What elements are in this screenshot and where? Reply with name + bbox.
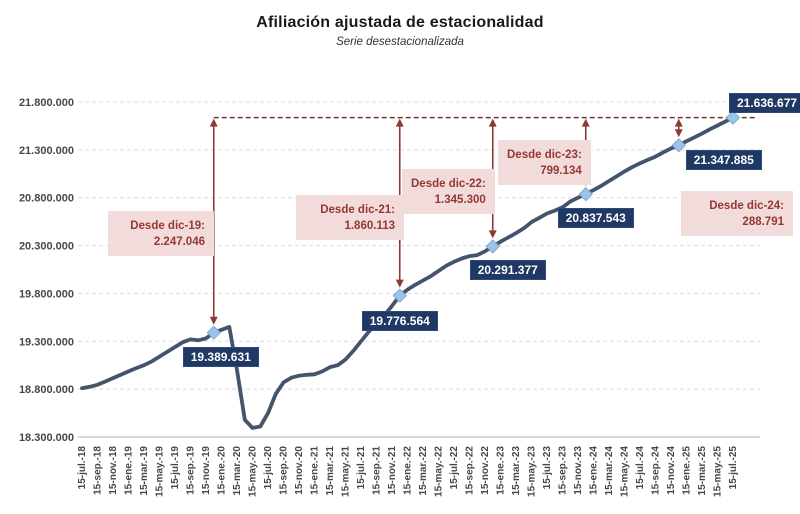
- x-tick-label: 15-jul.-21: [356, 446, 367, 490]
- x-tick-label: 15-nov.-18: [108, 446, 119, 495]
- x-tick-label: 15-mar.-21: [325, 446, 336, 496]
- x-tick-label: 15-mar.-19: [139, 446, 150, 496]
- x-tick-label: 15-mar.-22: [418, 446, 429, 496]
- x-tick-label: 15-nov.-24: [666, 446, 677, 495]
- x-tick-label: 15-jul.-24: [635, 446, 646, 490]
- y-tick-label: 18.300.000: [19, 432, 74, 444]
- x-tick-label: 15-ene.-19: [124, 446, 135, 495]
- y-tick-label: 21.800.000: [19, 97, 74, 109]
- x-tick-label: 15-sep.-21: [372, 446, 383, 495]
- arrow-head-up: [581, 118, 590, 127]
- arrow-head-down: [581, 178, 590, 187]
- marker-diamond: [578, 186, 593, 202]
- marker-diamond: [671, 138, 686, 153]
- arrow-head-up: [674, 118, 683, 127]
- x-tick-label: 15-jul.-19: [170, 446, 181, 490]
- arrow-head-down: [488, 230, 497, 239]
- x-tick-label: 15-jul.-25: [728, 446, 739, 490]
- x-tick-label: 15-jul.-20: [263, 446, 274, 490]
- arrow-head-up: [209, 118, 218, 127]
- x-tick-label: 15-may.-22: [434, 446, 445, 497]
- x-tick-label: 15-nov.-21: [387, 446, 398, 495]
- chart-subtitle: Serie desestacionalizada: [336, 36, 464, 48]
- x-tick-label: 15-ene.-21: [310, 446, 321, 495]
- x-tick-label: 15-sep.-24: [651, 446, 662, 495]
- x-tick-label: 15-sep.-19: [186, 446, 197, 495]
- x-tick-label: 15-may.-23: [527, 446, 538, 497]
- x-tick-label: 15-may.-24: [620, 446, 631, 497]
- arrow-head-up: [488, 118, 497, 127]
- marker-diamond: [392, 288, 407, 303]
- x-tick-label: 15-mar.-20: [232, 446, 243, 496]
- arrow-head-down: [395, 279, 404, 288]
- arrow-head-down: [674, 129, 683, 138]
- y-tick-label: 19.300.000: [19, 336, 74, 348]
- x-tick-label: 15-jul.-18: [77, 446, 88, 490]
- x-tick-label: 15-ene.-22: [403, 446, 414, 495]
- x-tick-label: 15-jul.-23: [542, 446, 553, 490]
- arrow-head-down: [209, 316, 218, 325]
- y-tick-label: 19.800.000: [19, 288, 74, 300]
- marker-diamond: [206, 325, 221, 340]
- x-tick-label: 15-jul.-22: [449, 446, 460, 490]
- series-line: [80, 115, 735, 430]
- x-tick-label: 15-ene.-25: [682, 446, 693, 495]
- arrow-head-up: [395, 118, 404, 127]
- x-tick-label: 15-sep.-22: [465, 446, 476, 495]
- y-tick-label: 20.300.000: [19, 241, 74, 253]
- x-tick-label: 15-nov.-20: [294, 446, 305, 495]
- y-tick-label: 21.300.000: [19, 145, 74, 157]
- y-tick-label: 20.800.000: [19, 193, 74, 205]
- x-tick-label: 15-may.-21: [341, 446, 352, 497]
- marker-diamond: [485, 239, 500, 254]
- x-tick-label: 15-may.-20: [248, 446, 259, 497]
- x-tick-label: 15-mar.-23: [511, 446, 522, 496]
- x-tick-label: 15-ene.-20: [217, 446, 228, 495]
- x-tick-label: 15-ene.-24: [589, 446, 600, 495]
- x-tick-label: 15-nov.-23: [573, 446, 584, 495]
- chart-title: Afiliación ajustada de estacionalidad: [256, 14, 544, 31]
- x-tick-label: 15-sep.-23: [558, 446, 569, 495]
- x-tick-label: 15-mar.-24: [604, 446, 615, 496]
- x-tick-label: 15-mar.-25: [697, 446, 708, 496]
- x-tick-label: 15-nov.-19: [201, 446, 212, 495]
- marker-diamond: [725, 110, 741, 125]
- x-tick-label: 15-may.-25: [713, 446, 724, 497]
- y-tick-label: 18.800.000: [19, 384, 74, 396]
- x-tick-label: 15-sep.-20: [279, 446, 290, 495]
- x-tick-label: 15-nov.-22: [480, 446, 491, 495]
- x-tick-label: 15-may.-19: [155, 446, 166, 497]
- x-tick-label: 15-ene.-23: [496, 446, 507, 495]
- x-tick-label: 15-sep.-18: [93, 446, 104, 495]
